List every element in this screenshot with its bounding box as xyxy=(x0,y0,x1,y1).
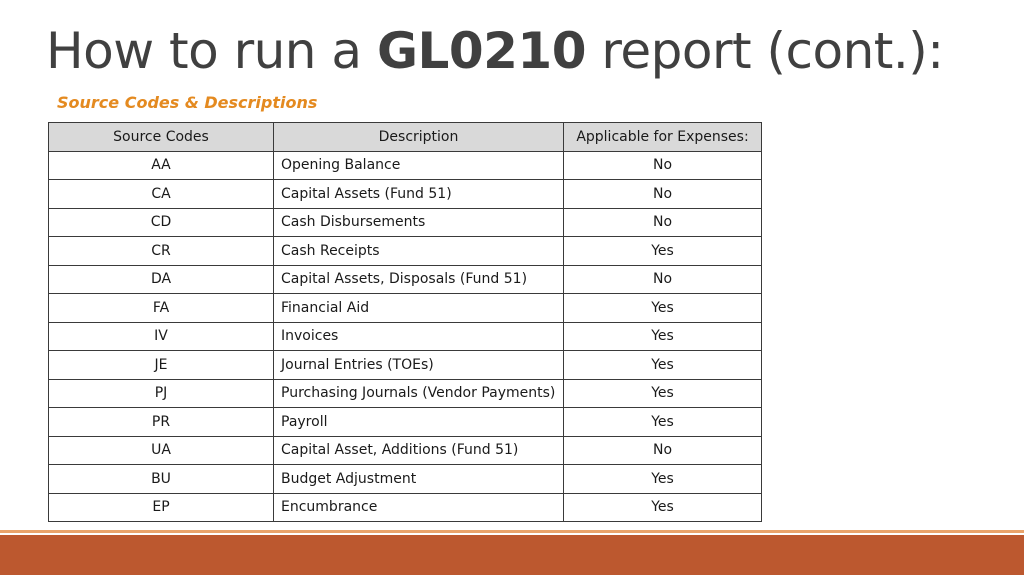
applicable-cell: Yes xyxy=(563,492,762,522)
footer-bar xyxy=(0,535,1024,575)
table-row: PR Payroll Yes xyxy=(48,407,762,437)
description-cell: Financial Aid xyxy=(273,293,564,323)
applicable-cell: Yes xyxy=(563,464,762,494)
slide-title: How to run a GL0210 report (cont.): xyxy=(46,20,944,82)
applicable-cell: Yes xyxy=(563,378,762,408)
applicable-cell: No xyxy=(563,207,762,237)
description-cell: Capital Asset, Additions (Fund 51) xyxy=(273,435,564,465)
source-code-cell: CR xyxy=(48,236,274,266)
description-cell: Cash Receipts xyxy=(273,236,564,266)
description-cell: Opening Balance xyxy=(273,150,564,180)
source-code-cell: UA xyxy=(48,435,274,465)
source-code-cell: PR xyxy=(48,407,274,437)
table-row: CD Cash Disbursements No xyxy=(48,207,762,237)
source-code-cell: EP xyxy=(48,492,274,522)
description-cell: Payroll xyxy=(273,407,564,437)
source-code-cell: DA xyxy=(48,264,274,294)
description-cell: Purchasing Journals (Vendor Payments) xyxy=(273,378,564,408)
description-cell: Cash Disbursements xyxy=(273,207,564,237)
header-source-codes: Source Codes xyxy=(48,122,274,152)
table-row: IV Invoices Yes xyxy=(48,321,762,351)
header-row: Source Codes Description Applicable for … xyxy=(48,122,762,152)
table-row: DA Capital Assets, Disposals (Fund 51) No xyxy=(48,264,762,294)
title-prefix: How to run a xyxy=(46,22,377,80)
applicable-cell: No xyxy=(563,150,762,180)
applicable-cell: Yes xyxy=(563,236,762,266)
description-cell: Capital Assets (Fund 51) xyxy=(273,179,564,209)
applicable-cell: Yes xyxy=(563,407,762,437)
table-row: AA Opening Balance No xyxy=(48,150,762,180)
footer-accent-stripe xyxy=(0,530,1024,533)
applicable-cell: No xyxy=(563,264,762,294)
source-code-cell: FA xyxy=(48,293,274,323)
applicable-cell: Yes xyxy=(563,321,762,351)
description-cell: Capital Assets, Disposals (Fund 51) xyxy=(273,264,564,294)
applicable-cell: No xyxy=(563,435,762,465)
source-code-cell: PJ xyxy=(48,378,274,408)
source-code-cell: IV xyxy=(48,321,274,351)
header-description: Description xyxy=(273,122,564,152)
applicable-cell: Yes xyxy=(563,293,762,323)
description-cell: Encumbrance xyxy=(273,492,564,522)
description-cell: Journal Entries (TOEs) xyxy=(273,350,564,380)
applicable-cell: Yes xyxy=(563,350,762,380)
description-cell: Invoices xyxy=(273,321,564,351)
table-row: EP Encumbrance Yes xyxy=(48,492,762,522)
section-heading: Source Codes & Descriptions xyxy=(57,93,318,112)
table-body: AA Opening Balance No CA Capital Assets (Fun… xyxy=(48,150,762,522)
source-code-cell: JE xyxy=(48,350,274,380)
source-code-cell: AA xyxy=(48,150,274,180)
table-header: Source Codes Description Applicable for … xyxy=(48,122,762,152)
header-applicable: Applicable for Expenses: xyxy=(563,122,762,152)
table-row: PJ Purchasing Journals (Vendor Payments) Y… xyxy=(48,378,762,408)
table-row: BU Budget Adjustment Yes xyxy=(48,464,762,494)
source-code-cell: CD xyxy=(48,207,274,237)
table-row: CR Cash Receipts Yes xyxy=(48,236,762,266)
applicable-cell: No xyxy=(563,179,762,209)
table-row: JE Journal Entries (TOEs) Yes xyxy=(48,350,762,380)
source-code-cell: CA xyxy=(48,179,274,209)
title-report-code: GL0210 xyxy=(376,22,587,80)
source-codes-table: Source Codes Description Applicable for … xyxy=(48,122,762,522)
table-row: CA Capital Assets (Fund 51) No xyxy=(48,179,762,209)
table-row: FA Financial Aid Yes xyxy=(48,293,762,323)
source-code-cell: BU xyxy=(48,464,274,494)
table-row: UA Capital Asset, Additions (Fund 51) No xyxy=(48,435,762,465)
title-suffix: report (cont.): xyxy=(586,22,944,80)
description-cell: Budget Adjustment xyxy=(273,464,564,494)
